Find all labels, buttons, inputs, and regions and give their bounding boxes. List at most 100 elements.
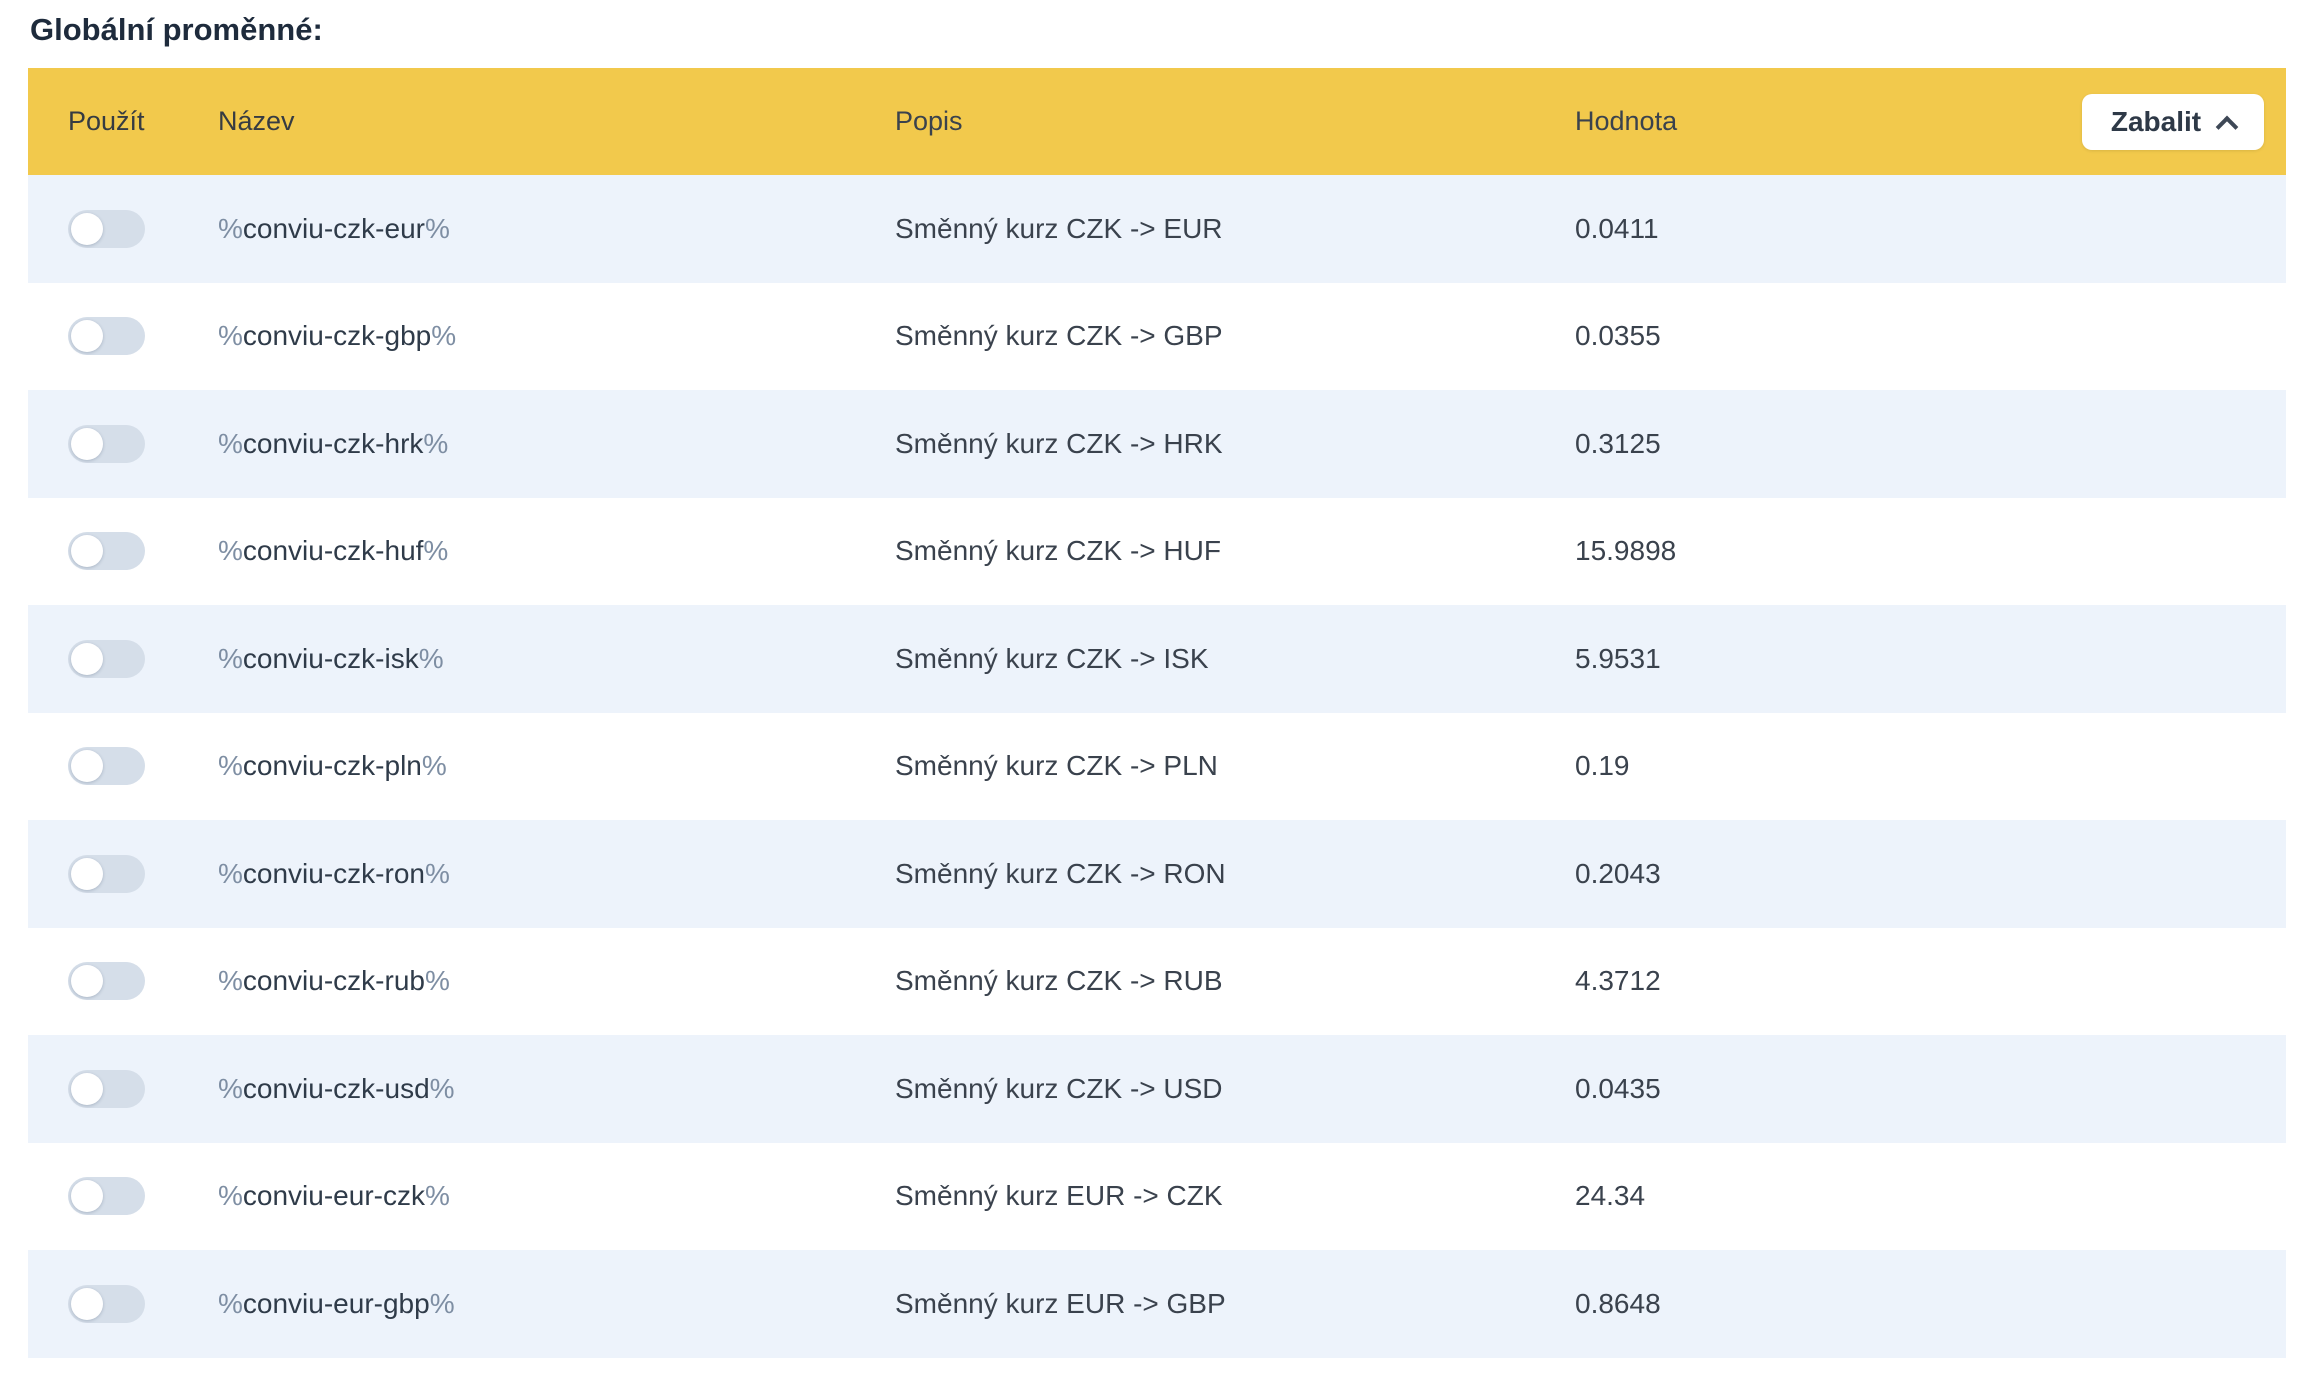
use-cell xyxy=(68,747,218,786)
name-delimiter: % xyxy=(424,1180,450,1212)
variable-name: %conviu-czk-pln% xyxy=(218,750,895,782)
name-delimiter: % xyxy=(218,965,243,997)
variable-description: Směnný kurz CZK -> RUB xyxy=(895,965,1223,997)
column-header-pouzit: Použít xyxy=(68,106,145,136)
use-toggle[interactable] xyxy=(68,1284,145,1323)
variable-description: Směnný kurz CZK -> HUF xyxy=(895,535,1221,567)
variable-name-text: conviu-czk-pln xyxy=(242,750,422,782)
collapse-button-label: Zabalit xyxy=(2110,105,2202,137)
variable-name: %conviu-czk-usd% xyxy=(218,1073,895,1105)
name-delimiter: % xyxy=(218,642,243,674)
table-row: %conviu-eur-gbp% Směnný kurz EUR -> GBP … xyxy=(28,1250,2286,1358)
variable-name-text: conviu-eur-gbp xyxy=(242,1287,430,1319)
name-delimiter: % xyxy=(218,427,243,459)
variable-description: Směnný kurz CZK -> HRK xyxy=(895,427,1223,459)
variable-description: Směnný kurz EUR -> GBP xyxy=(895,1287,1226,1319)
variable-value: 0.2043 xyxy=(1575,857,1661,889)
variable-description: Směnný kurz CZK -> PLN xyxy=(895,750,1218,782)
variable-name: %conviu-czk-hrk% xyxy=(218,428,895,460)
name-delimiter: % xyxy=(218,535,243,567)
use-toggle[interactable] xyxy=(68,317,145,356)
use-cell xyxy=(68,962,218,1001)
table-row: %conviu-czk-rub% Směnný kurz CZK -> RUB … xyxy=(28,927,2286,1035)
toggle-knob xyxy=(71,642,103,675)
name-delimiter: % xyxy=(218,320,243,352)
name-delimiter: % xyxy=(429,1287,455,1319)
toggle-knob xyxy=(71,212,103,245)
use-toggle[interactable] xyxy=(68,424,145,463)
variable-name: %conviu-czk-ron% xyxy=(218,858,895,890)
use-cell xyxy=(68,532,218,571)
use-cell xyxy=(68,1177,218,1216)
table-row: %conviu-czk-isk% Směnný kurz CZK -> ISK … xyxy=(28,605,2286,713)
name-delimiter: % xyxy=(429,1072,455,1104)
use-toggle[interactable] xyxy=(68,639,145,678)
global-variables-table: Použít Název Popis Hodnota Zabalit %conv… xyxy=(28,68,2286,1358)
use-toggle[interactable] xyxy=(68,1069,145,1108)
use-toggle[interactable] xyxy=(68,962,145,1001)
collapse-button[interactable]: Zabalit xyxy=(2082,93,2264,150)
variable-value: 15.9898 xyxy=(1575,535,1677,567)
variable-value: 5.9531 xyxy=(1575,642,1661,674)
variable-name: %conviu-czk-rub% xyxy=(218,965,895,997)
toggle-knob xyxy=(71,1287,103,1320)
use-cell xyxy=(68,1069,218,1108)
name-delimiter: % xyxy=(423,535,449,567)
table-row: %conviu-eur-czk% Směnný kurz EUR -> CZK … xyxy=(28,1142,2286,1250)
variable-name: %conviu-eur-czk% xyxy=(218,1180,895,1212)
variable-name-text: conviu-czk-isk xyxy=(242,642,419,674)
name-delimiter: % xyxy=(218,212,243,244)
name-delimiter: % xyxy=(424,965,450,997)
variable-name: %conviu-eur-gbp% xyxy=(218,1288,895,1320)
table-row: %conviu-czk-hrk% Směnný kurz CZK -> HRK … xyxy=(28,390,2286,498)
use-cell xyxy=(68,1284,218,1323)
use-cell xyxy=(68,209,218,248)
use-toggle[interactable] xyxy=(68,532,145,571)
name-delimiter: % xyxy=(421,750,447,782)
table-row: %conviu-czk-huf% Směnný kurz CZK -> HUF … xyxy=(28,497,2286,605)
use-cell xyxy=(68,424,218,463)
name-delimiter: % xyxy=(218,1287,243,1319)
name-delimiter: % xyxy=(424,857,450,889)
variable-value: 0.0411 xyxy=(1575,212,1659,244)
use-cell xyxy=(68,639,218,678)
variable-name-text: conviu-czk-gbp xyxy=(242,320,432,352)
toggle-knob xyxy=(71,965,103,998)
variable-description: Směnný kurz EUR -> CZK xyxy=(895,1180,1223,1212)
table-row: %conviu-czk-usd% Směnný kurz CZK -> USD … xyxy=(28,1035,2286,1143)
column-header-nazev: Název xyxy=(218,106,295,136)
table-row: %conviu-czk-ron% Směnný kurz CZK -> RON … xyxy=(28,820,2286,928)
use-toggle[interactable] xyxy=(68,1177,145,1216)
name-delimiter: % xyxy=(218,1072,243,1104)
variable-description: Směnný kurz CZK -> RON xyxy=(895,857,1226,889)
variable-value: 0.19 xyxy=(1575,750,1630,782)
use-toggle[interactable] xyxy=(68,854,145,893)
variable-description: Směnný kurz CZK -> ISK xyxy=(895,642,1209,674)
use-cell xyxy=(68,317,218,356)
variable-name-text: conviu-czk-huf xyxy=(242,535,424,567)
page-title: Globální proměnné: xyxy=(30,12,323,47)
variable-name-text: conviu-czk-eur xyxy=(242,212,425,244)
name-delimiter: % xyxy=(218,750,243,782)
variable-description: Směnný kurz CZK -> EUR xyxy=(895,212,1223,244)
use-toggle[interactable] xyxy=(68,209,145,248)
toggle-knob xyxy=(71,427,103,460)
toggle-knob xyxy=(71,857,103,890)
variable-name: %conviu-czk-huf% xyxy=(218,535,895,567)
column-header-popis: Popis xyxy=(895,106,963,136)
variable-name-text: conviu-czk-hrk xyxy=(242,427,424,459)
toggle-knob xyxy=(71,1072,103,1105)
name-delimiter: % xyxy=(218,857,243,889)
variable-description: Směnný kurz CZK -> GBP xyxy=(895,320,1223,352)
name-delimiter: % xyxy=(431,320,457,352)
variable-name: %conviu-czk-eur% xyxy=(218,213,895,245)
toggle-knob xyxy=(71,750,103,783)
table-row: %conviu-czk-eur% Směnný kurz CZK -> EUR … xyxy=(28,175,2286,283)
variable-name-text: conviu-czk-ron xyxy=(242,857,425,889)
variable-name-text: conviu-czk-rub xyxy=(242,965,425,997)
use-toggle[interactable] xyxy=(68,747,145,786)
toggle-knob xyxy=(71,535,103,568)
name-delimiter: % xyxy=(218,1180,243,1212)
name-delimiter: % xyxy=(424,212,450,244)
